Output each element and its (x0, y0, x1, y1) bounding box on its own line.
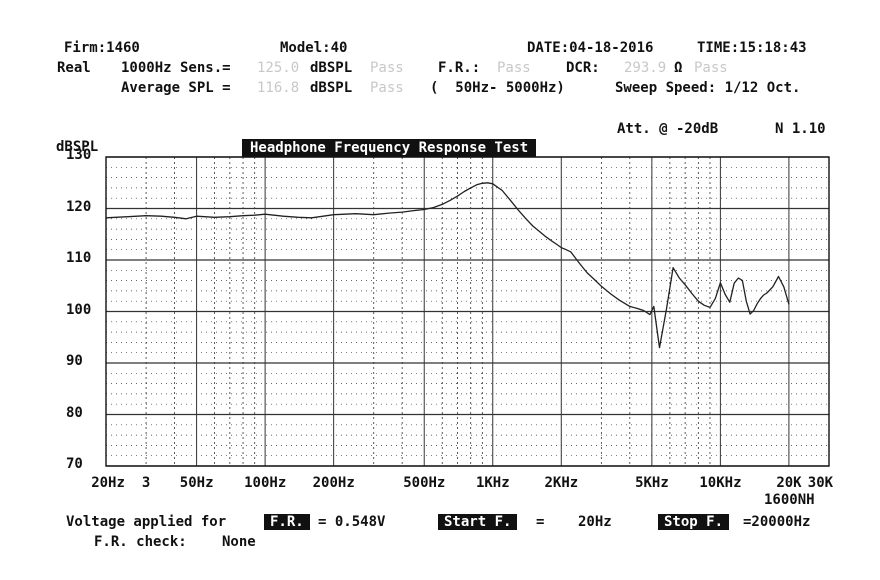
sens-unit: dBSPL (310, 60, 353, 76)
voltage-label: Voltage applied for (66, 514, 227, 530)
avg-spl-status: Pass (370, 80, 404, 96)
avg-spl-label: Average SPL = (121, 80, 231, 96)
stop-freq-box: Stop F. (658, 514, 730, 530)
x-tick-label: 5KHz (635, 475, 669, 491)
y-tick-label: 130 (66, 147, 92, 163)
y-tick-label: 70 (66, 456, 83, 472)
sens-status: Pass (370, 60, 404, 76)
dcr-status: Pass (694, 60, 728, 76)
x-tick-label: 1KHz (475, 475, 510, 491)
avg-spl-value: 116.8 (257, 80, 300, 96)
firm-label: Firm:1460 (64, 40, 140, 56)
x-tick-label: 3 (141, 475, 151, 491)
plot-frame (105, 156, 830, 467)
x-tick-label: 2KHz (544, 475, 579, 491)
attenuation: Att. @ -20dB (617, 121, 719, 137)
dcr-value: 293.9 (624, 60, 667, 76)
y-tick-label: 90 (66, 353, 83, 369)
x-extra-label: 1600NH (764, 492, 815, 508)
sens-label: 1000Hz Sens.= (121, 60, 231, 76)
real-label: Real (57, 60, 91, 76)
dcr-label: DCR: (566, 60, 600, 76)
y-tick-label: 110 (66, 250, 92, 266)
fr-status: Pass (497, 60, 531, 76)
fr-check-value: None (222, 534, 256, 550)
x-tick-label: 200Hz (312, 475, 355, 491)
time-label: TIME:15:18:43 (697, 40, 807, 56)
x-tick-label: 10KHz (699, 475, 742, 491)
version: N 1.10 (775, 121, 826, 137)
voltage-value: = 0.548V (318, 514, 386, 530)
avg-spl-unit: dBSPL (310, 80, 353, 96)
sens-value: 125.0 (257, 60, 300, 76)
x-tick-label: 100Hz (244, 475, 287, 491)
chart-title: Headphone Frequency Response Test (242, 139, 537, 157)
x-tick-label: 20K (776, 475, 802, 491)
dcr-unit: Ω (674, 60, 683, 76)
freq-range: ( 50Hz- 5000Hz) (430, 80, 565, 96)
x-tick-label: 30K (807, 475, 834, 491)
fr-check-label: F.R. check: (94, 534, 187, 550)
x-tick-label: 20Hz (91, 475, 125, 491)
y-tick-label: 80 (66, 404, 83, 421)
date-label: DATE:04-18-2016 (527, 40, 654, 56)
start-freq-box: Start F. (438, 514, 518, 530)
model-label: Model:40 (280, 40, 348, 56)
fr-box: F.R. (264, 514, 310, 530)
y-tick-label: 120 (66, 198, 92, 215)
x-tick-label: 500Hz (403, 475, 446, 491)
y-axis-label: dBSPL (56, 139, 99, 155)
start-freq-eq: = (536, 514, 545, 530)
x-tick-label: 50Hz (179, 475, 214, 491)
frequency-response-line (105, 182, 790, 349)
sweep-speed: Sweep Speed: 1/12 Oct. (615, 80, 801, 96)
start-freq-value: 20Hz (578, 514, 612, 530)
fr-label: F.R.: (438, 60, 481, 76)
stop-freq-value: =20000Hz (743, 514, 811, 530)
y-tick-label: 100 (66, 301, 92, 318)
